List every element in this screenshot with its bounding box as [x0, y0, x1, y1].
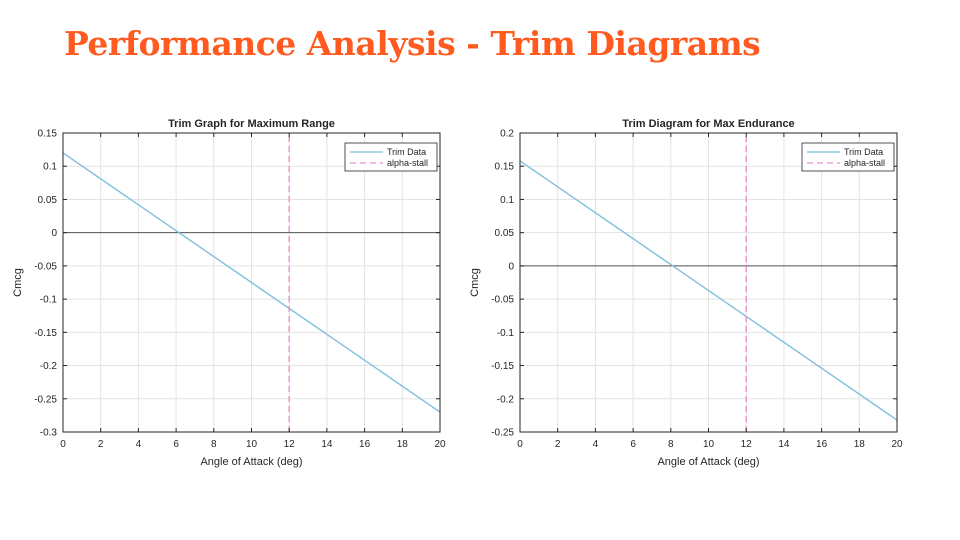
y-tick-label: -0.3	[40, 428, 58, 439]
legend-box	[344, 142, 438, 172]
x-tick-label: 2	[98, 439, 104, 450]
legend-label: Trim Data	[387, 147, 426, 157]
chart-title: Trim Diagram for Max Endurance	[622, 118, 794, 130]
y-axis-label: Cmcg	[469, 268, 481, 297]
trim-data-line	[519, 160, 898, 421]
y-tick-label: 0.2	[500, 129, 514, 140]
legend-box	[801, 142, 895, 172]
x-tick-label: 4	[136, 439, 142, 450]
y-tick-label: 0.05	[38, 195, 58, 206]
x-axis-label: Angle of Attack (deg)	[657, 456, 759, 468]
x-tick-label: 20	[891, 439, 903, 450]
y-tick-label: -0.25	[34, 394, 57, 405]
y-tick-label: -0.05	[34, 261, 57, 272]
slide-title: Performance Analysis - Trim Diagrams	[64, 24, 761, 63]
x-tick-label: 0	[517, 439, 523, 450]
x-tick-label: 16	[816, 439, 828, 450]
x-tick-label: 18	[397, 439, 409, 450]
x-tick-label: 10	[246, 439, 258, 450]
x-tick-label: 8	[211, 439, 217, 450]
y-tick-label: 0.1	[43, 162, 57, 173]
x-tick-label: 8	[668, 439, 674, 450]
chart-title: Trim Graph for Maximum Range	[168, 118, 335, 130]
x-tick-label: 0	[60, 439, 66, 450]
x-tick-label: 6	[173, 439, 179, 450]
chart-2: 0 2 4 6 8 10 12 14 16 18 20 0.2 0.15 0.1 0.05 0 -0.05 -0.…	[469, 118, 903, 468]
x-tick-label: 10	[703, 439, 715, 450]
y-tick-label: -0.1	[40, 295, 58, 306]
y-axis-label: Cmcg	[12, 268, 24, 297]
y-tick-label: 0.15	[38, 129, 58, 140]
x-axis-label: Angle of Attack (deg)	[200, 456, 302, 468]
y-tick-label: -0.15	[491, 361, 514, 372]
y-tick-label: 0.1	[500, 195, 514, 206]
x-tick-label: 12	[741, 439, 753, 450]
y-tick-label: -0.2	[40, 361, 58, 372]
x-tick-label: 4	[593, 439, 599, 450]
x-tick-label: 14	[321, 439, 333, 450]
legend-label: alpha-stall	[844, 158, 885, 168]
y-tick-label: 0.15	[495, 162, 515, 173]
legend-label: alpha-stall	[387, 158, 428, 168]
x-tick-label: 18	[854, 439, 866, 450]
y-tick-label: -0.25	[491, 428, 514, 439]
y-tick-label: -0.2	[497, 394, 515, 405]
x-tick-label: 16	[359, 439, 371, 450]
x-tick-label: 20	[434, 439, 446, 450]
x-tick-label: 14	[778, 439, 790, 450]
y-tick-label: -0.1	[497, 328, 515, 339]
x-tick-label: 6	[630, 439, 636, 450]
legend-label: Trim Data	[844, 147, 883, 157]
y-tick-label: 0.05	[495, 228, 515, 239]
x-tick-label: 2	[555, 439, 561, 450]
chart-1: 0 2 4 6 8 10 12 14 16 18 20 0.15 0.1 0.05 0 -0.05 -0.1 -0…	[12, 118, 446, 468]
y-tick-label: 0	[508, 261, 514, 272]
y-tick-label: -0.15	[34, 328, 57, 339]
y-tick-label: -0.05	[491, 295, 514, 306]
x-tick-label: 12	[284, 439, 296, 450]
y-tick-label: 0	[51, 228, 57, 239]
trim-data-line	[62, 152, 441, 413]
